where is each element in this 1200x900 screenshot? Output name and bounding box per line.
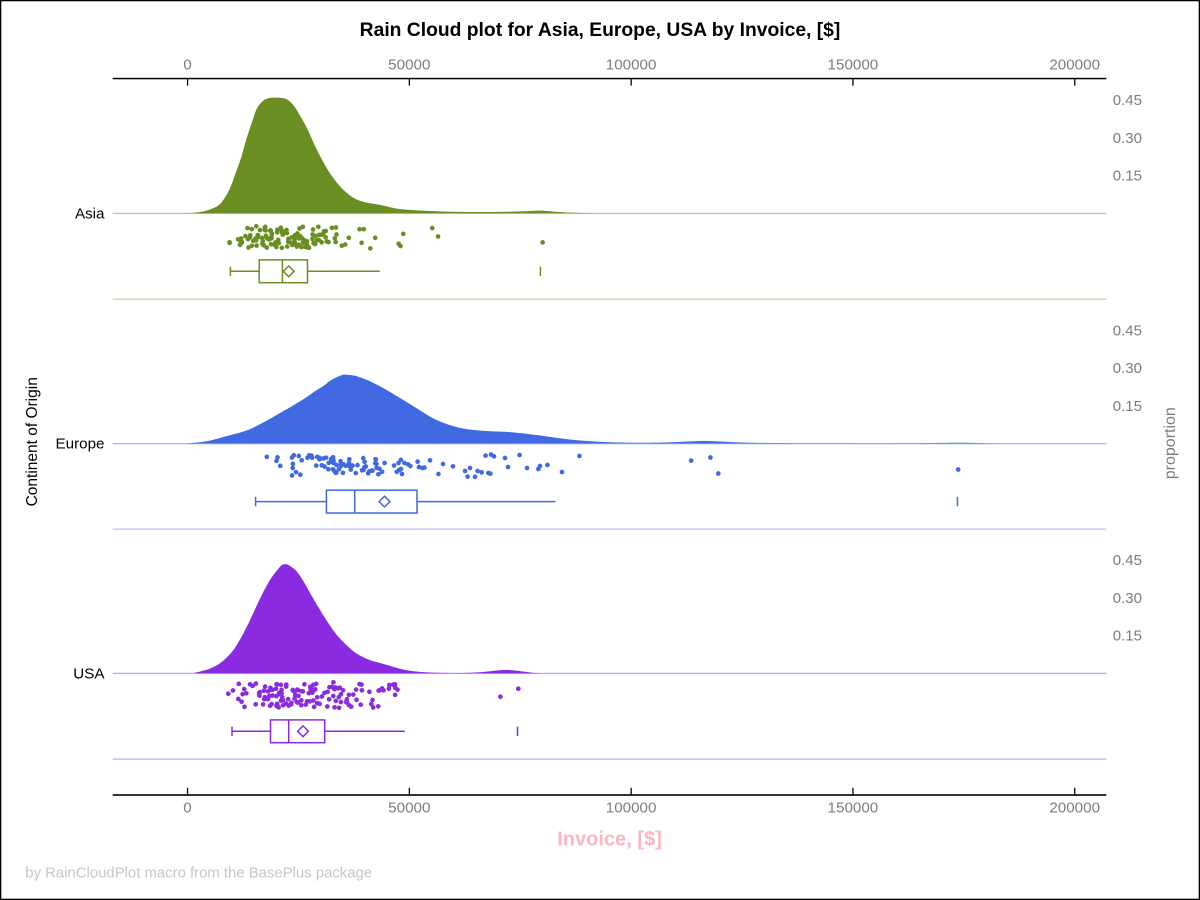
svg-text:0.15: 0.15 — [1113, 398, 1142, 415]
svg-text:0.45: 0.45 — [1113, 552, 1142, 569]
svg-text:0.15: 0.15 — [1113, 628, 1142, 645]
svg-text:Rain Cloud plot for Asia, Euro: Rain Cloud plot for Asia, Europe, USA by… — [360, 20, 841, 41]
svg-text:0: 0 — [183, 799, 191, 816]
svg-text:0.30: 0.30 — [1113, 130, 1142, 147]
svg-text:by RainCloudPlot macro from th: by RainCloudPlot macro from the BasePlus… — [25, 865, 372, 881]
svg-text:0.30: 0.30 — [1113, 590, 1142, 607]
svg-text:100000: 100000 — [606, 799, 657, 816]
svg-text:proportion: proportion — [1162, 407, 1179, 479]
svg-text:USA: USA — [73, 665, 105, 682]
svg-text:200000: 200000 — [1049, 799, 1100, 816]
svg-text:150000: 150000 — [828, 799, 879, 816]
svg-text:Continent of Origin: Continent of Origin — [24, 377, 41, 506]
svg-text:200000: 200000 — [1049, 56, 1100, 73]
svg-text:Europe: Europe — [56, 436, 105, 453]
svg-text:0.45: 0.45 — [1113, 92, 1142, 109]
svg-text:100000: 100000 — [606, 56, 657, 73]
svg-text:Asia: Asia — [75, 205, 105, 222]
svg-text:Invoice, [$]: Invoice, [$] — [557, 828, 661, 850]
svg-text:0: 0 — [183, 56, 191, 73]
svg-text:0.45: 0.45 — [1113, 322, 1142, 339]
svg-text:0.15: 0.15 — [1113, 168, 1142, 185]
svg-text:50000: 50000 — [388, 56, 430, 73]
svg-text:50000: 50000 — [388, 799, 430, 816]
svg-text:0.30: 0.30 — [1113, 360, 1142, 377]
svg-text:150000: 150000 — [828, 56, 879, 73]
